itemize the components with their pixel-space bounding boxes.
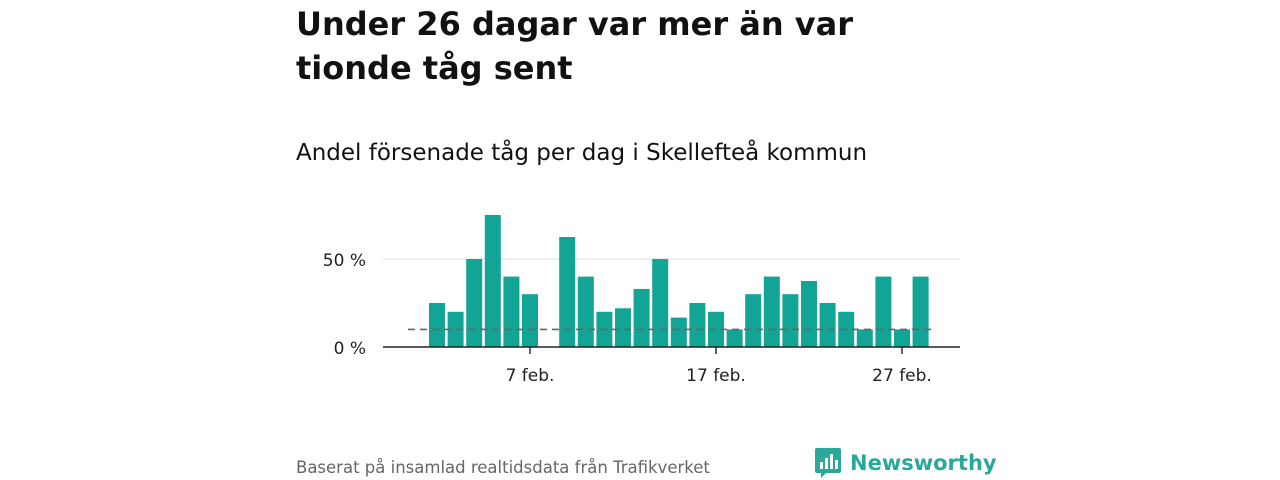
x-tick-label: 7 feb. (506, 366, 555, 386)
bar-feb-18[interactable] (726, 329, 743, 347)
chart-title: Under 26 dagar var mer än var tionde tåg… (296, 5, 853, 87)
bar-feb-4[interactable] (466, 259, 483, 347)
bar-feb-6[interactable] (503, 276, 520, 347)
bar-feb-13[interactable] (633, 288, 650, 347)
bar-feb-21[interactable] (782, 294, 799, 347)
bar-feb-16[interactable] (689, 303, 706, 347)
bar-feb-25[interactable] (856, 329, 873, 347)
bar-feb-19[interactable] (745, 294, 762, 347)
bar-feb-5[interactable] (484, 215, 501, 347)
brand-name: Newsworthy (850, 451, 997, 475)
bar-feb-12[interactable] (615, 308, 631, 347)
bar-feb-2[interactable] (429, 303, 445, 347)
brand-logo[interactable]: Newsworthy (814, 446, 997, 480)
bar-chart: 0 % 50 % 7 feb. 17 feb. 27 feb. (323, 215, 960, 386)
bar-feb-7[interactable] (522, 294, 538, 347)
bar-feb-20[interactable] (763, 276, 780, 347)
bar-feb-23[interactable] (819, 303, 836, 347)
x-tick-label: 27 feb. (872, 366, 932, 386)
bar-feb-28[interactable] (912, 276, 929, 347)
bar-chart-speech-bubble-icon (815, 448, 841, 478)
bar-feb-9[interactable] (559, 237, 576, 347)
x-tick-label: 17 feb. (686, 366, 746, 386)
bar-feb-14[interactable] (652, 259, 669, 347)
y-tick-label: 0 % (334, 339, 366, 359)
bar-feb-27[interactable] (894, 329, 910, 347)
bar-feb-26[interactable] (875, 276, 892, 347)
y-tick-label: 50 % (323, 251, 366, 271)
axis-layer: 0 % 50 % 7 feb. 17 feb. 27 feb. (323, 251, 960, 386)
chart-subtitle: Andel försenade tåg per dag i Skellefteå… (296, 140, 868, 166)
bar-feb-3[interactable] (447, 311, 464, 347)
bar-feb-22[interactable] (801, 281, 817, 347)
bar-feb-15[interactable] (670, 317, 687, 347)
bar-feb-17[interactable] (708, 311, 724, 347)
source-note: Baserat på insamlad realtidsdata från Tr… (296, 458, 710, 477)
bar-layer (429, 215, 929, 347)
bar-feb-10[interactable] (577, 276, 594, 347)
